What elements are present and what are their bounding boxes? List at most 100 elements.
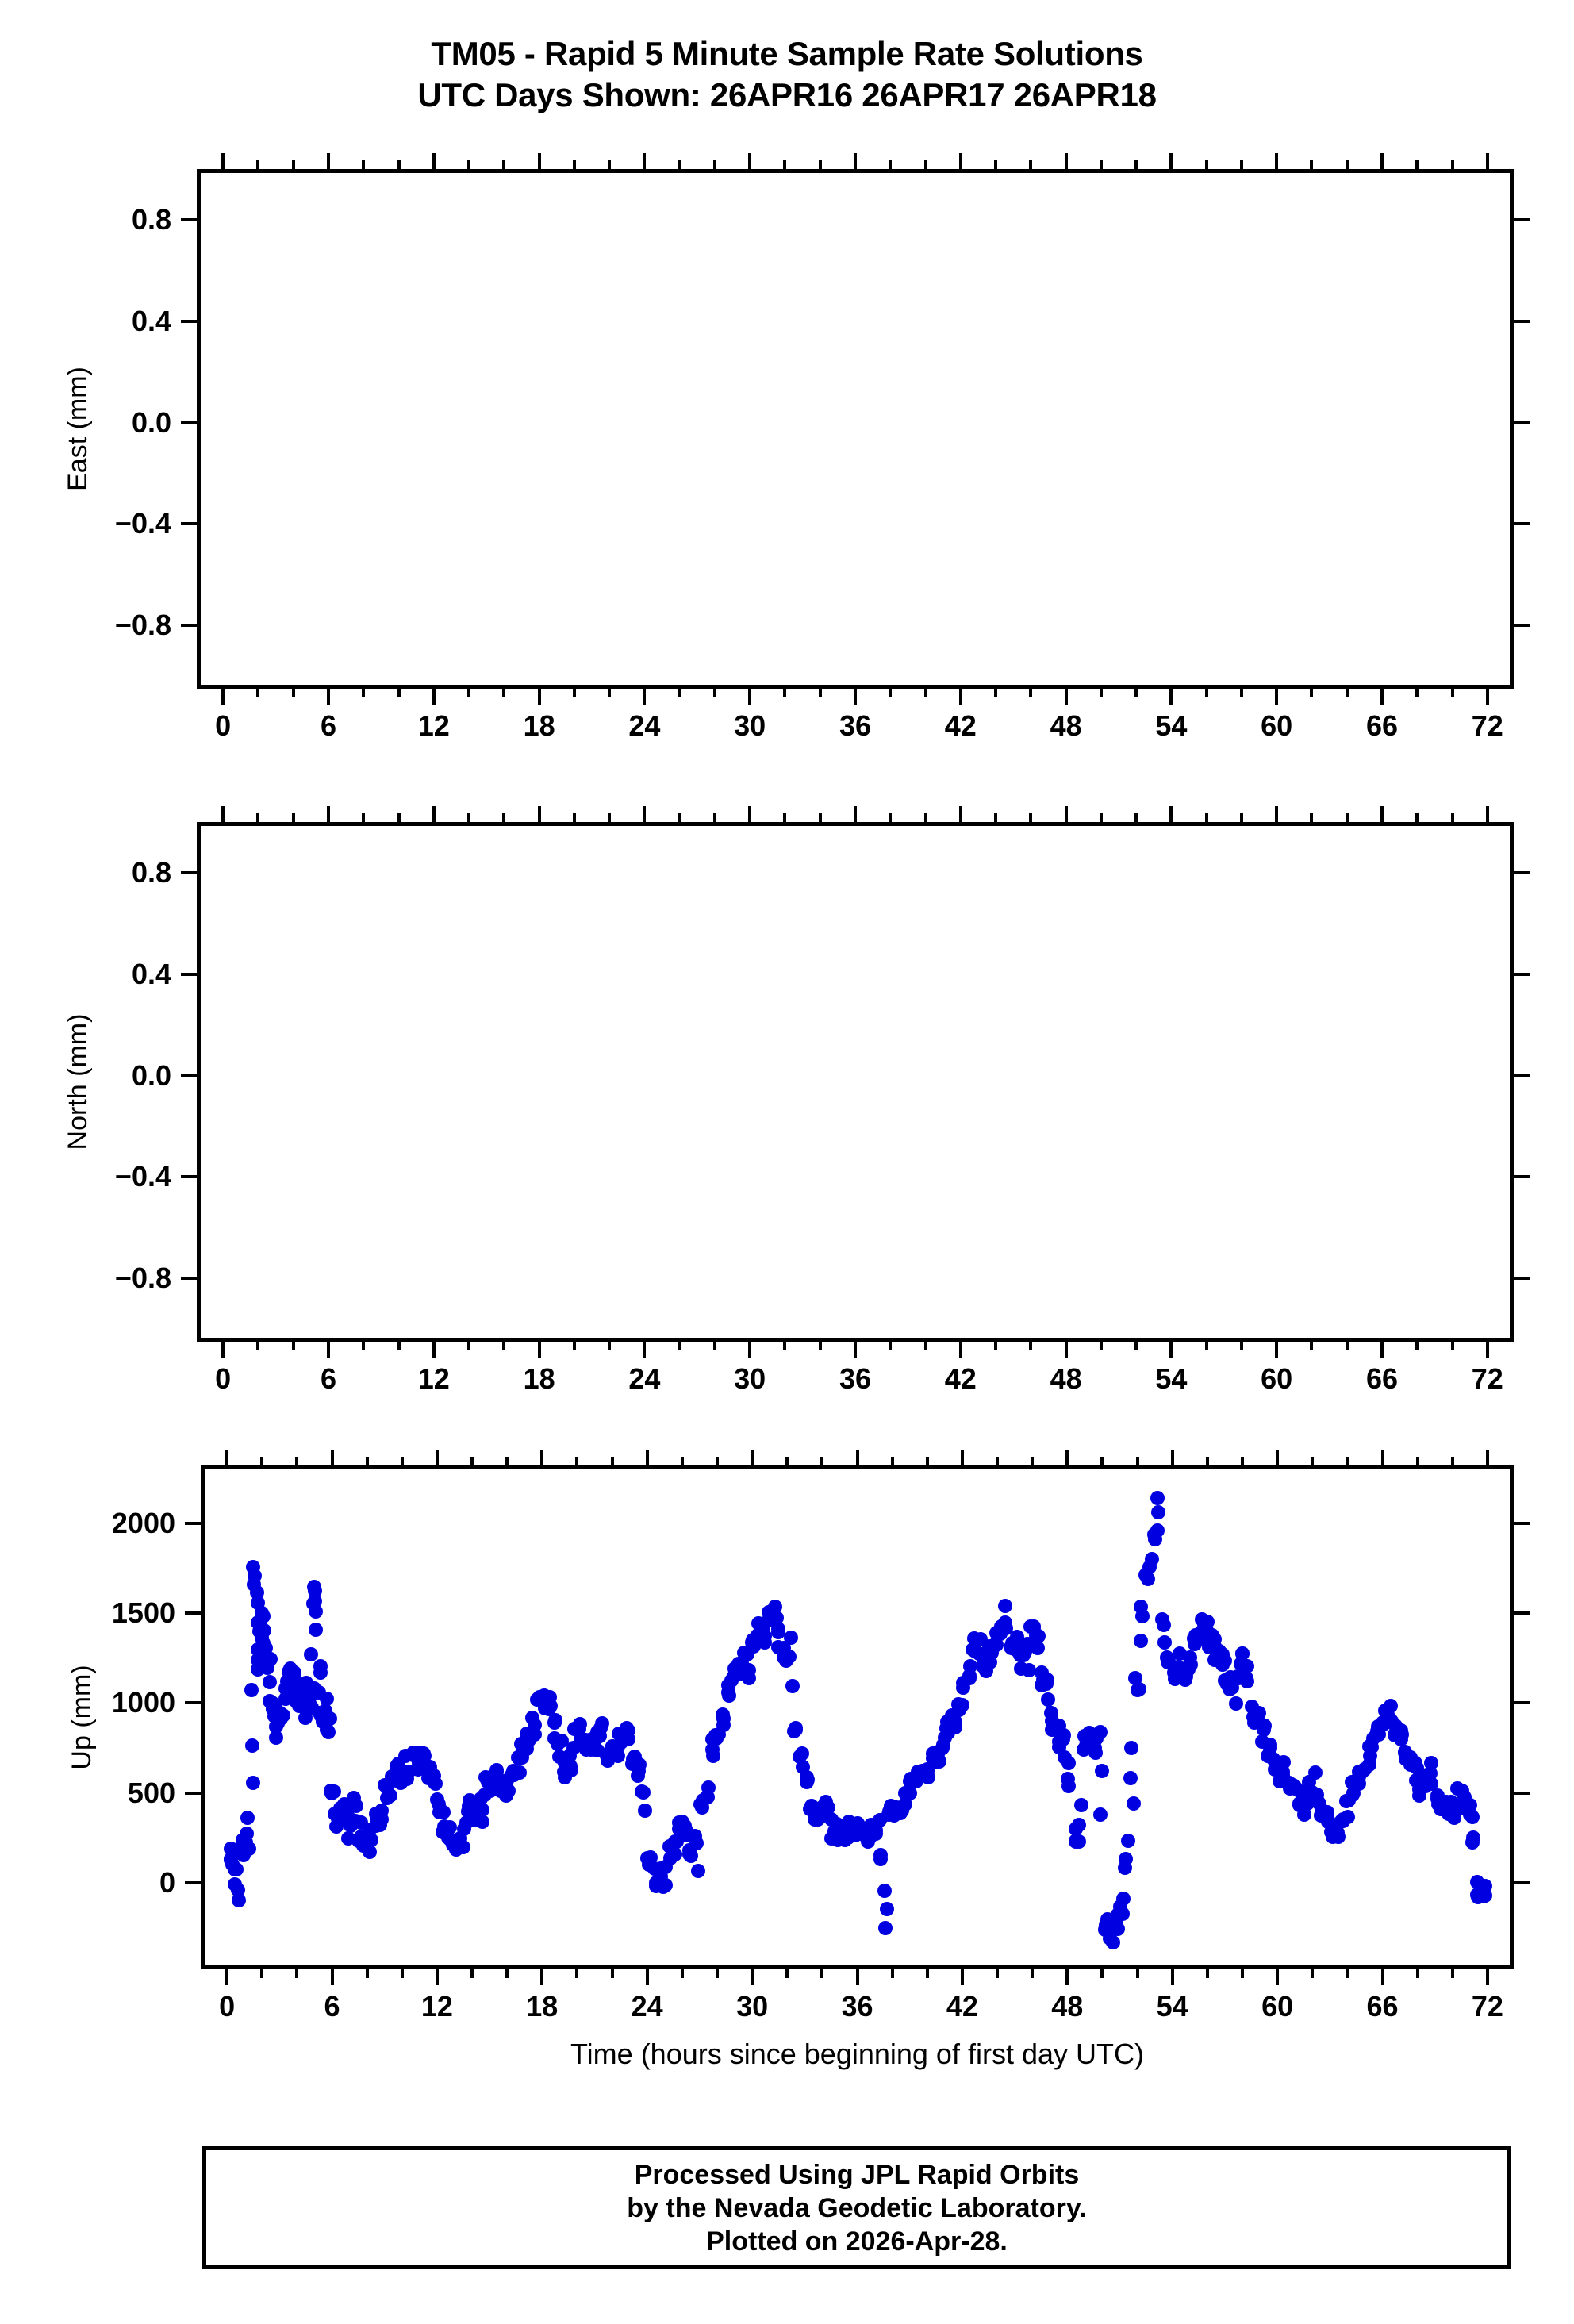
y-tick-label: 1500 [111, 1596, 175, 1629]
data-point [269, 1731, 284, 1746]
x-major-tick [645, 1450, 649, 1465]
data-point [1145, 1551, 1160, 1566]
data-point [1465, 1835, 1480, 1850]
x-minor-tick [678, 1342, 681, 1350]
scatter-layer-east [197, 169, 1514, 689]
data-point [244, 1683, 259, 1698]
x-minor-tick [925, 1969, 929, 1978]
data-point [873, 1852, 888, 1867]
x-major-tick [1380, 1342, 1384, 1358]
data-point [656, 1879, 671, 1894]
x-major-tick [537, 689, 541, 705]
y-major-tick [181, 1175, 197, 1179]
x-minor-tick [291, 160, 295, 169]
data-point [668, 1846, 683, 1861]
panel-east: 0 6 12 18 24 30 36 42 48 54 60 66 72 0.8 0.4 0.0 −0.4 −0.… [63, 153, 1530, 742]
x-minor-tick [291, 813, 295, 822]
x-minor-tick [1239, 689, 1243, 697]
x-minor-tick [994, 160, 998, 169]
x-tick-label: 36 [839, 1362, 872, 1395]
data-point [902, 1785, 917, 1800]
x-minor-tick [467, 689, 471, 697]
data-point [246, 1775, 261, 1790]
x-minor-tick [1310, 160, 1314, 169]
data-point [771, 1621, 786, 1636]
data-point [1228, 1696, 1243, 1711]
data-point [636, 1784, 651, 1800]
y-major-tick-right [1514, 1521, 1530, 1525]
data-point [1150, 1523, 1165, 1538]
x-major-tick [221, 806, 225, 822]
x-minor-tick [1415, 1457, 1419, 1465]
x-minor-tick [572, 813, 576, 822]
data-point [1040, 1692, 1055, 1707]
x-major-tick [225, 1969, 229, 1985]
y-tick-label: 2000 [111, 1506, 175, 1539]
y-major-tick-right [1514, 217, 1530, 221]
y-major-tick [185, 1611, 201, 1615]
x-minor-tick [1134, 813, 1138, 822]
data-point [1156, 1618, 1171, 1633]
y-major-tick [181, 522, 197, 526]
x-tick-label: 72 [1471, 1990, 1503, 2022]
x-minor-tick [291, 1342, 295, 1350]
x-minor-tick [1134, 1342, 1138, 1350]
data-point [877, 1883, 892, 1898]
x-major-tick [1485, 1342, 1489, 1358]
y-tick-label: 0.4 [131, 304, 171, 337]
x-major-tick [327, 689, 330, 705]
x-major-tick [1380, 806, 1384, 822]
y-tick-label: −0.8 [114, 1262, 171, 1295]
x-minor-tick [572, 1342, 576, 1350]
x-minor-tick [1240, 1457, 1244, 1465]
data-point [455, 1840, 470, 1855]
x-minor-tick [1415, 1342, 1419, 1350]
x-minor-tick [362, 689, 366, 697]
y-major-tick-right [1514, 1791, 1530, 1795]
data-point [322, 1711, 337, 1726]
x-minor-tick [502, 160, 506, 169]
x-major-tick [327, 153, 330, 169]
x-minor-tick [575, 1457, 579, 1465]
data-point [785, 1679, 800, 1694]
data-point [1341, 1810, 1356, 1825]
x-minor-tick [470, 1457, 474, 1465]
data-point [1092, 1807, 1108, 1822]
footer-credits-box: Processed Using JPL Rapid Orbits by the … [202, 2146, 1511, 2269]
x-minor-tick [291, 689, 295, 697]
data-point [1061, 1779, 1076, 1794]
plot-frame-north [197, 822, 1514, 1342]
x-tick-label: 24 [628, 1362, 661, 1395]
x-minor-tick [362, 813, 366, 822]
x-minor-tick [1029, 1342, 1033, 1350]
y-major-tick-right [1514, 1175, 1530, 1179]
y-tick-label: 0.8 [131, 202, 171, 236]
x-tick-label: 36 [841, 1990, 873, 2022]
x-minor-tick [994, 1342, 998, 1350]
data-point [240, 1810, 255, 1825]
x-major-tick [958, 806, 962, 822]
data-point [308, 1604, 323, 1619]
data-point [1055, 1732, 1070, 1747]
data-point [319, 1692, 334, 1707]
x-minor-tick [785, 1969, 789, 1978]
data-point [1182, 1650, 1197, 1665]
data-point [708, 1727, 723, 1742]
data-point [228, 1861, 244, 1876]
footer-line-2: by the Nevada Geodetic Laboratory. [627, 2192, 1087, 2223]
x-tick-label: 48 [1051, 1990, 1084, 2022]
x-major-tick [1380, 689, 1384, 705]
x-minor-tick [467, 1342, 471, 1350]
data-point [1021, 1663, 1036, 1678]
x-minor-tick [783, 1342, 787, 1350]
data-point [878, 1920, 893, 1935]
x-tick-label: 36 [839, 709, 872, 742]
x-major-tick [1380, 1969, 1384, 1985]
x-minor-tick [295, 1969, 299, 1978]
data-point [321, 1725, 336, 1740]
x-minor-tick [1346, 1457, 1349, 1465]
x-minor-tick [1134, 160, 1138, 169]
y-axis-label-east: East (mm) [62, 366, 93, 491]
data-point [757, 1634, 772, 1650]
x-tick-label: 6 [320, 709, 337, 742]
